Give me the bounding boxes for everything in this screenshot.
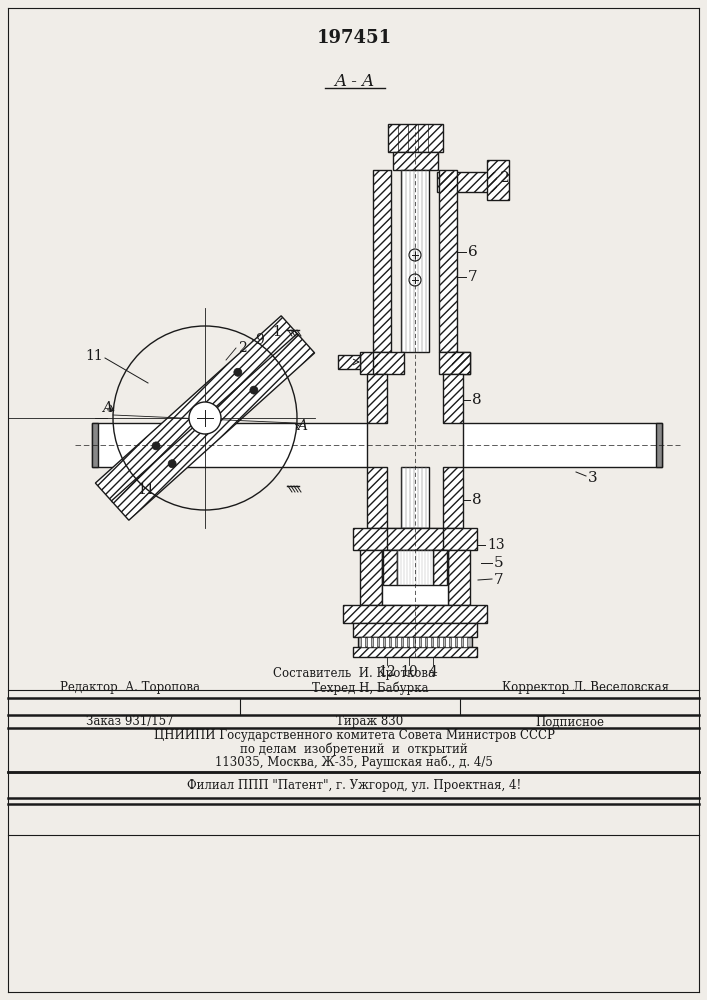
Polygon shape [92,423,367,467]
Text: Филиал ППП "Патент", г. Ужгород, ул. Проектная, 4!: Филиал ППП "Патент", г. Ужгород, ул. Про… [187,778,521,792]
Bar [361,637,365,647]
Polygon shape [353,647,477,657]
Polygon shape [353,623,477,637]
Polygon shape [437,172,497,192]
Text: 11: 11 [86,349,103,363]
Circle shape [250,386,258,394]
Polygon shape [92,423,98,467]
Polygon shape [367,374,387,423]
Text: 5: 5 [494,556,503,570]
Bar [457,637,461,647]
Text: по делам  изобретений  и  открытий: по делам изобретений и открытий [240,742,468,756]
Polygon shape [487,160,509,200]
Text: 12: 12 [378,665,396,679]
Text: A: A [102,401,112,415]
Polygon shape [463,423,662,467]
Polygon shape [388,124,443,152]
Bar [451,637,455,647]
Text: 10: 10 [400,665,418,679]
Polygon shape [393,152,438,170]
Text: 113035, Москва, Ж-35, Раушская наб., д. 4/5: 113035, Москва, Ж-35, Раушская наб., д. … [215,755,493,769]
Polygon shape [383,550,397,585]
Text: 7: 7 [494,573,503,587]
Polygon shape [656,423,662,467]
Text: 9: 9 [255,333,264,347]
Text: 3: 3 [588,471,597,485]
Bar [415,637,419,647]
Polygon shape [382,550,448,605]
Bar [445,637,449,647]
Text: Редактор  А. Торопова: Редактор А. Торопова [60,682,200,694]
Bar [397,637,401,647]
Bar [403,637,407,647]
Polygon shape [95,316,298,502]
Polygon shape [401,467,429,528]
Polygon shape [387,528,443,550]
Polygon shape [443,374,463,423]
Polygon shape [452,352,470,374]
Polygon shape [401,170,429,352]
Bar [367,637,371,647]
Text: Корректор Л. Веселовская: Корректор Л. Веселовская [501,682,669,694]
Bar [427,637,431,647]
Bar [433,637,437,647]
Text: 197451: 197451 [317,29,392,47]
Polygon shape [373,170,391,352]
Polygon shape [439,170,457,352]
Text: A - A: A - A [334,74,374,91]
Polygon shape [433,550,447,585]
Polygon shape [448,550,470,605]
Text: A: A [297,419,307,433]
Text: 11: 11 [137,483,155,497]
Text: 7: 7 [468,270,478,284]
Text: 8: 8 [472,393,481,407]
Text: ЦНИИПИ Государственного комитета Совета Министров СССР: ЦНИИПИ Государственного комитета Совета … [153,730,554,742]
Polygon shape [397,550,433,585]
Bar [391,637,395,647]
Circle shape [152,442,160,450]
Bar [463,637,467,647]
Polygon shape [358,637,472,647]
Polygon shape [360,352,378,374]
Text: 2: 2 [238,341,247,355]
Text: 1: 1 [272,325,281,339]
Bar [421,637,425,647]
Bar [439,637,443,647]
Bar [373,637,377,647]
Circle shape [234,368,242,376]
Text: Техред Н, Бабурка: Техред Н, Бабурка [312,681,428,695]
Polygon shape [353,528,477,550]
Polygon shape [373,352,404,374]
Text: 4: 4 [428,665,438,679]
Text: Подписное: Подписное [535,716,604,728]
Polygon shape [439,352,470,374]
Polygon shape [338,355,360,369]
Bar [379,637,383,647]
Polygon shape [343,605,487,623]
Text: Составитель  И. Кроткова: Составитель И. Кроткова [273,666,435,680]
Text: 8: 8 [472,493,481,507]
Text: 6: 6 [468,245,478,259]
Text: Тираж 830: Тираж 830 [337,716,404,728]
Circle shape [168,460,176,468]
Bar [409,637,413,647]
Bar [385,637,389,647]
Polygon shape [367,467,387,528]
Text: 2: 2 [500,171,510,185]
Polygon shape [360,550,382,605]
Polygon shape [112,334,315,520]
Circle shape [189,402,221,434]
Text: Заказ 931/157: Заказ 931/157 [86,716,174,728]
Polygon shape [443,467,463,528]
Text: 13: 13 [487,538,505,552]
